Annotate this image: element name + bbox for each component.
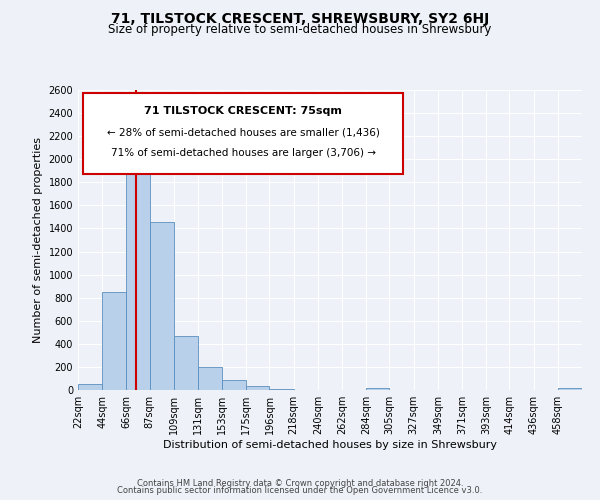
Bar	[149, 222, 174, 390]
X-axis label: Distribution of semi-detached houses by size in Shrewsbury: Distribution of semi-detached houses by …	[163, 440, 497, 450]
Text: Contains public sector information licensed under the Open Government Licence v3: Contains public sector information licen…	[118, 486, 482, 495]
Bar	[127, 152, 149, 390]
Bar	[247, 386, 269, 390]
Bar	[198, 367, 222, 390]
Bar	[102, 292, 127, 390]
Bar	[174, 336, 198, 390]
Text: 71% of semi-detached houses are larger (3,706) →: 71% of semi-detached houses are larger (…	[110, 148, 376, 158]
Text: Contains HM Land Registry data © Crown copyright and database right 2024.: Contains HM Land Registry data © Crown c…	[137, 478, 463, 488]
Bar	[78, 384, 102, 390]
FancyBboxPatch shape	[83, 93, 403, 174]
Bar	[558, 388, 582, 390]
Text: Size of property relative to semi-detached houses in Shrewsbury: Size of property relative to semi-detach…	[109, 22, 491, 36]
Text: ← 28% of semi-detached houses are smaller (1,436): ← 28% of semi-detached houses are smalle…	[107, 128, 379, 138]
Text: 71, TILSTOCK CRESCENT, SHREWSBURY, SY2 6HJ: 71, TILSTOCK CRESCENT, SHREWSBURY, SY2 6…	[111, 12, 489, 26]
Bar	[269, 389, 293, 390]
Y-axis label: Number of semi-detached properties: Number of semi-detached properties	[33, 137, 43, 343]
Bar	[367, 388, 389, 390]
Bar	[222, 380, 247, 390]
Text: 71 TILSTOCK CRESCENT: 75sqm: 71 TILSTOCK CRESCENT: 75sqm	[144, 106, 342, 117]
